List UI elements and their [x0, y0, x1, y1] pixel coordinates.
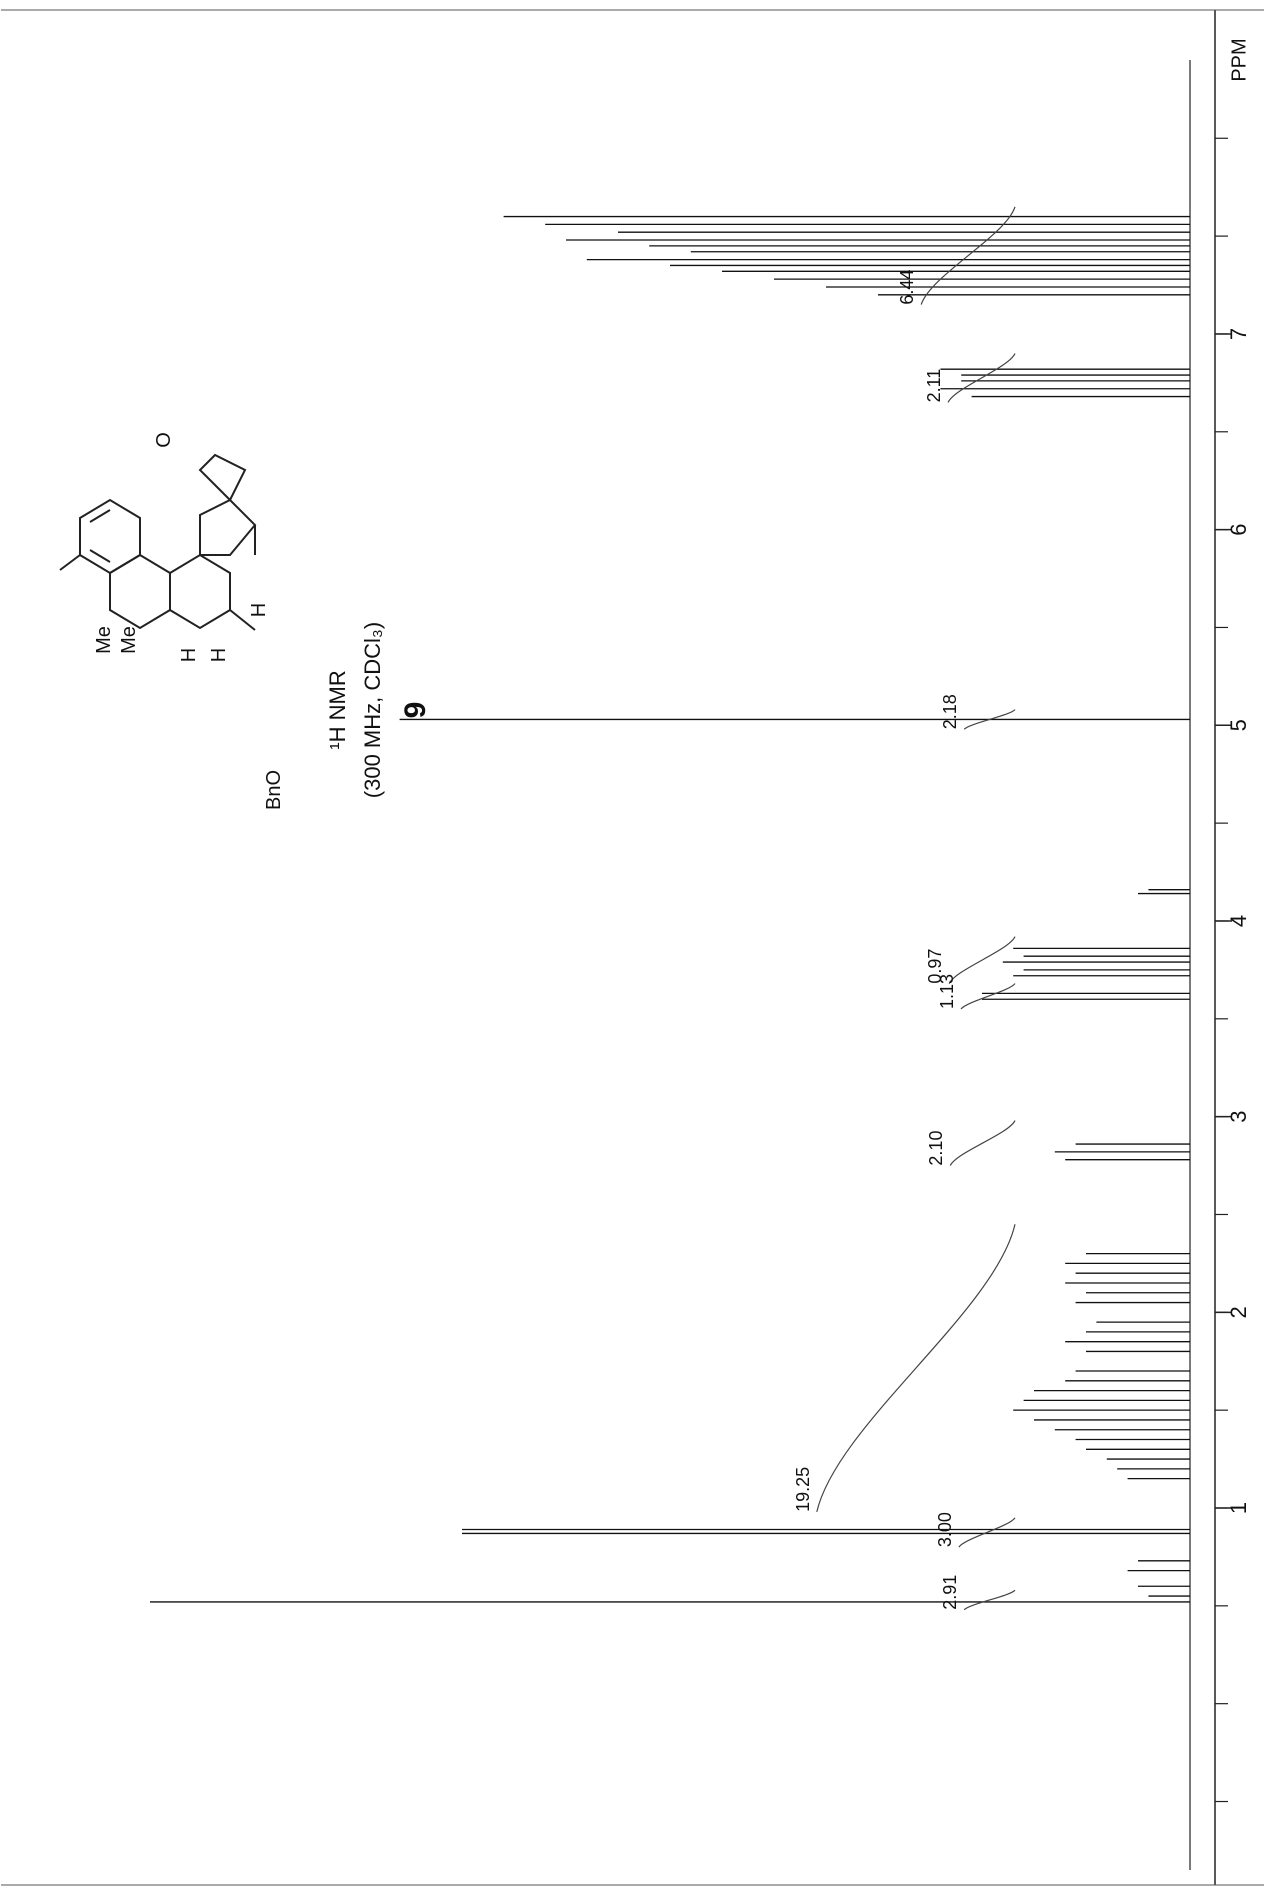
integral-label: 1.13 — [937, 974, 957, 1009]
axis-tick-label: 1 — [1226, 1502, 1251, 1514]
axis-tick-label: 4 — [1226, 915, 1251, 927]
structure-atom-label: O — [153, 432, 175, 448]
integral-curve — [920, 206, 1016, 305]
integral-curve — [949, 1120, 1016, 1166]
integral-label: 6.44 — [897, 270, 917, 305]
integral-label: 2.18 — [940, 694, 960, 729]
integral-curve — [960, 983, 1016, 1010]
integral-label: 3.00 — [935, 1512, 955, 1547]
structure-atom-label: Me — [93, 626, 115, 654]
axis-tick-label: 6 — [1226, 523, 1251, 535]
axis-tick-label: 7 — [1226, 328, 1251, 340]
integral-curve — [958, 1517, 1016, 1548]
chart-subtitle: (300 MHz, CDCl₃) — [360, 622, 385, 798]
integral-curve — [948, 936, 1016, 984]
integral-curve — [947, 353, 1016, 403]
structure-atom-label: BnO — [263, 770, 285, 810]
structure-atom-label: H — [208, 648, 230, 662]
integral-label: 0.97 — [925, 949, 945, 984]
chart-title: ¹H NMR — [325, 670, 350, 749]
integral-curve — [816, 1224, 1016, 1513]
integral-curve — [963, 709, 1016, 730]
axis-tick-label: 5 — [1226, 719, 1251, 731]
axis-title-ppm: PPM — [1228, 38, 1250, 81]
axis-tick-label: 2 — [1226, 1306, 1251, 1318]
integral-label: 2.10 — [926, 1131, 946, 1166]
integral-label: 19.25 — [793, 1467, 813, 1512]
axis-tick-label: 3 — [1226, 1111, 1251, 1123]
structure-atom-label: H — [248, 603, 270, 617]
integral-label: 2.91 — [940, 1575, 960, 1610]
integral-curve — [963, 1589, 1016, 1611]
integral-label: 2.11 — [924, 369, 944, 403]
compound-number: 9 — [399, 702, 432, 719]
structure-atom-label: Me — [118, 626, 140, 654]
molecule-structure — [59, 453, 257, 631]
structure-atom-label: H — [178, 648, 200, 662]
